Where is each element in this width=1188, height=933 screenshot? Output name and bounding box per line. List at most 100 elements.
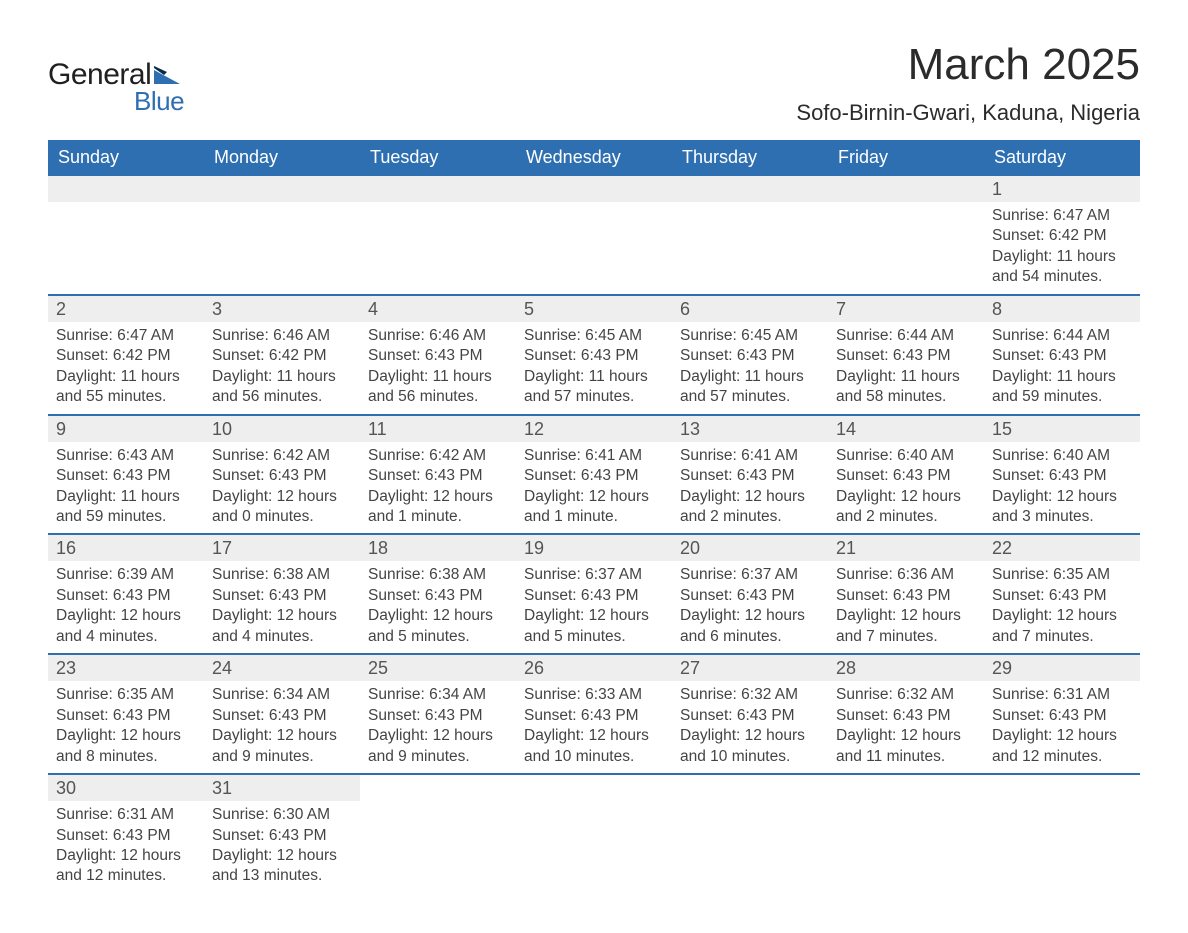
page-title: March 2025: [796, 40, 1140, 90]
calendar-cell: 2Sunrise: 6:47 AMSunset: 6:42 PMDaylight…: [48, 296, 204, 414]
calendar-cell: 9Sunrise: 6:43 AMSunset: 6:43 PMDaylight…: [48, 416, 204, 534]
sunset-text: Sunset: 6:43 PM: [992, 466, 1132, 486]
calendar-week-row: 23Sunrise: 6:35 AMSunset: 6:43 PMDayligh…: [48, 653, 1140, 773]
sunrise-text: Sunrise: 6:41 AM: [524, 446, 664, 466]
calendar-week-row: 9Sunrise: 6:43 AMSunset: 6:43 PMDaylight…: [48, 414, 1140, 534]
daylight-text: Daylight: 11 hours and 57 minutes.: [524, 367, 664, 408]
day-number: [48, 176, 204, 202]
day-details: Sunrise: 6:30 AMSunset: 6:43 PMDaylight:…: [204, 801, 360, 893]
day-number: 4: [360, 296, 516, 322]
day-details: [48, 202, 204, 232]
day-details: Sunrise: 6:35 AMSunset: 6:43 PMDaylight:…: [984, 561, 1140, 653]
sunset-text: Sunset: 6:43 PM: [212, 586, 352, 606]
day-number: 30: [48, 775, 204, 801]
sunset-text: Sunset: 6:43 PM: [212, 706, 352, 726]
weekday-header: Wednesday: [516, 140, 672, 176]
sunset-text: Sunset: 6:43 PM: [680, 466, 820, 486]
sunrise-text: Sunrise: 6:34 AM: [368, 685, 508, 705]
calendar-cell: 22Sunrise: 6:35 AMSunset: 6:43 PMDayligh…: [984, 535, 1140, 653]
calendar-cell: 27Sunrise: 6:32 AMSunset: 6:43 PMDayligh…: [672, 655, 828, 773]
calendar-cell: [828, 176, 984, 294]
calendar-cell: 25Sunrise: 6:34 AMSunset: 6:43 PMDayligh…: [360, 655, 516, 773]
sunset-text: Sunset: 6:43 PM: [836, 586, 976, 606]
daylight-text: Daylight: 11 hours and 57 minutes.: [680, 367, 820, 408]
sunrise-text: Sunrise: 6:46 AM: [212, 326, 352, 346]
day-details: Sunrise: 6:40 AMSunset: 6:43 PMDaylight:…: [984, 442, 1140, 534]
calendar-cell: 10Sunrise: 6:42 AMSunset: 6:43 PMDayligh…: [204, 416, 360, 534]
daylight-text: Daylight: 12 hours and 5 minutes.: [368, 606, 508, 647]
sunrise-text: Sunrise: 6:38 AM: [368, 565, 508, 585]
daylight-text: Daylight: 12 hours and 7 minutes.: [836, 606, 976, 647]
day-number: 5: [516, 296, 672, 322]
day-number: 13: [672, 416, 828, 442]
calendar-cell: [984, 775, 1140, 893]
sunrise-text: Sunrise: 6:45 AM: [524, 326, 664, 346]
calendar-cell: [516, 775, 672, 893]
day-details: [204, 202, 360, 232]
daylight-text: Daylight: 12 hours and 9 minutes.: [212, 726, 352, 767]
day-number: 27: [672, 655, 828, 681]
day-number: [204, 176, 360, 202]
sunrise-text: Sunrise: 6:35 AM: [56, 685, 196, 705]
daylight-text: Daylight: 12 hours and 1 minute.: [368, 487, 508, 528]
day-number: 29: [984, 655, 1140, 681]
sunrise-text: Sunrise: 6:43 AM: [56, 446, 196, 466]
day-details: Sunrise: 6:34 AMSunset: 6:43 PMDaylight:…: [360, 681, 516, 773]
day-details: Sunrise: 6:37 AMSunset: 6:43 PMDaylight:…: [516, 561, 672, 653]
sunset-text: Sunset: 6:43 PM: [524, 586, 664, 606]
daylight-text: Daylight: 12 hours and 7 minutes.: [992, 606, 1132, 647]
day-number: 21: [828, 535, 984, 561]
calendar-cell: [672, 775, 828, 893]
day-details: Sunrise: 6:45 AMSunset: 6:43 PMDaylight:…: [672, 322, 828, 414]
calendar-cell: [672, 176, 828, 294]
daylight-text: Daylight: 11 hours and 59 minutes.: [992, 367, 1132, 408]
weekday-header: Friday: [828, 140, 984, 176]
day-number: 31: [204, 775, 360, 801]
calendar: Sunday Monday Tuesday Wednesday Thursday…: [48, 140, 1140, 893]
sunrise-text: Sunrise: 6:30 AM: [212, 805, 352, 825]
day-number: [828, 176, 984, 202]
day-number: 20: [672, 535, 828, 561]
day-details: Sunrise: 6:35 AMSunset: 6:43 PMDaylight:…: [48, 681, 204, 773]
calendar-cell: 19Sunrise: 6:37 AMSunset: 6:43 PMDayligh…: [516, 535, 672, 653]
weekday-header: Saturday: [984, 140, 1140, 176]
day-details: [516, 202, 672, 232]
day-number: 11: [360, 416, 516, 442]
daylight-text: Daylight: 12 hours and 2 minutes.: [836, 487, 976, 528]
day-details: Sunrise: 6:46 AMSunset: 6:43 PMDaylight:…: [360, 322, 516, 414]
day-number: 22: [984, 535, 1140, 561]
calendar-cell: 18Sunrise: 6:38 AMSunset: 6:43 PMDayligh…: [360, 535, 516, 653]
calendar-cell: 4Sunrise: 6:46 AMSunset: 6:43 PMDaylight…: [360, 296, 516, 414]
sunset-text: Sunset: 6:43 PM: [368, 346, 508, 366]
calendar-week-row: 30Sunrise: 6:31 AMSunset: 6:43 PMDayligh…: [48, 773, 1140, 893]
sunset-text: Sunset: 6:43 PM: [836, 706, 976, 726]
sunrise-text: Sunrise: 6:36 AM: [836, 565, 976, 585]
day-number: 14: [828, 416, 984, 442]
day-number: 26: [516, 655, 672, 681]
day-number: 24: [204, 655, 360, 681]
weekday-header: Tuesday: [360, 140, 516, 176]
calendar-cell: [360, 775, 516, 893]
calendar-cell: 15Sunrise: 6:40 AMSunset: 6:43 PMDayligh…: [984, 416, 1140, 534]
day-number: 12: [516, 416, 672, 442]
day-number: 3: [204, 296, 360, 322]
sunrise-text: Sunrise: 6:47 AM: [56, 326, 196, 346]
daylight-text: Daylight: 12 hours and 10 minutes.: [524, 726, 664, 767]
day-details: Sunrise: 6:38 AMSunset: 6:43 PMDaylight:…: [360, 561, 516, 653]
sunrise-text: Sunrise: 6:40 AM: [836, 446, 976, 466]
calendar-cell: 21 Sunrise: 6:36 AMSunset: 6:43 PMDayligh…: [828, 535, 984, 653]
daylight-text: Daylight: 12 hours and 4 minutes.: [56, 606, 196, 647]
day-number: [672, 176, 828, 202]
calendar-cell: [516, 176, 672, 294]
daylight-text: Daylight: 12 hours and 5 minutes.: [524, 606, 664, 647]
sunrise-text: Sunrise: 6:47 AM: [992, 206, 1132, 226]
sunset-text: Sunset: 6:43 PM: [680, 346, 820, 366]
day-details: Sunrise: 6:47 AMSunset: 6:42 PMDaylight:…: [48, 322, 204, 414]
day-details: Sunrise: 6:34 AMSunset: 6:43 PMDaylight:…: [204, 681, 360, 773]
daylight-text: Daylight: 11 hours and 56 minutes.: [212, 367, 352, 408]
logo-text-blue: Blue: [134, 86, 184, 117]
sunrise-text: Sunrise: 6:32 AM: [836, 685, 976, 705]
day-number: [360, 176, 516, 202]
title-block: March 2025 Sofo-Birnin-Gwari, Kaduna, Ni…: [796, 40, 1140, 126]
day-number: 10: [204, 416, 360, 442]
